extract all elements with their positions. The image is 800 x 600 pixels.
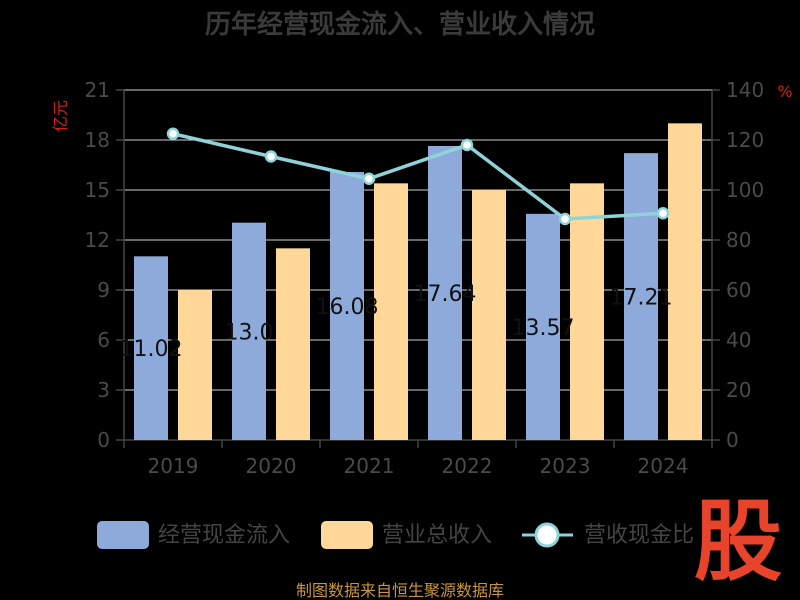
legend: 经营现金流入 营业总收入 营收现金比 [97, 521, 694, 549]
right-tick-label: 80 [726, 228, 751, 252]
x-tick-label: 2022 [442, 454, 493, 478]
bar-cash-inflow [134, 256, 168, 440]
right-tick-label: 140 [726, 78, 764, 102]
x-tick-label: 2021 [344, 454, 395, 478]
right-tick-label: 120 [726, 128, 764, 152]
data-label-cash-inflow: 13.0 [225, 320, 274, 345]
data-labels: 11.02 13.0 16.08 17.64 13.57 17.21 [120, 282, 673, 362]
bar-revenue [668, 123, 702, 440]
chart-title: 历年经营现金流入、营业收入情况 [205, 9, 595, 40]
ratio-line [166, 127, 670, 226]
x-tick-label: 2020 [246, 454, 297, 478]
bar-revenue [472, 190, 506, 440]
bar-cash-inflow [526, 213, 560, 440]
legend-label-ratio: 营收现金比 [584, 523, 694, 548]
right-tick-label: 0 [726, 428, 739, 452]
point-ratio [460, 138, 474, 152]
right-tick-label: 20 [726, 378, 751, 402]
bar-revenue [178, 290, 212, 440]
x-tick-label: 2023 [540, 454, 591, 478]
legend-swatch-revenue [321, 521, 373, 549]
bar-revenue [374, 183, 408, 441]
bar-cash-inflow [232, 222, 266, 440]
data-label-cash-inflow: 11.02 [120, 337, 183, 362]
axes: 0 3 6 9 12 15 18 21 0 20 40 60 80 100 120 140 2019 2020 20… [85, 78, 765, 478]
logo-watermark: 股 [694, 490, 782, 593]
data-label-cash-inflow: 17.64 [414, 282, 477, 307]
bar-cash-inflow [624, 153, 658, 440]
bar-cash-inflow [330, 172, 364, 440]
x-tick-label: 2024 [638, 454, 689, 478]
bar-revenue [570, 183, 604, 441]
data-label-cash-inflow: 13.57 [512, 316, 575, 341]
point-ratio [264, 150, 278, 163]
line-ratio [172, 132, 664, 221]
source-footer: 制图数据来自恒生聚源数据库 [296, 581, 504, 600]
right-tick-label: 40 [726, 328, 751, 352]
left-tick-label: 9 [97, 278, 110, 302]
left-tick-label: 21 [85, 78, 110, 102]
left-tick-label: 12 [85, 228, 110, 252]
legend-label-revenue: 营业总收入 [382, 523, 492, 548]
data-label-cash-inflow: 16.08 [316, 295, 379, 320]
gridlines [124, 89, 712, 391]
right-tick-label: 60 [726, 278, 751, 302]
right-axis-unit: % [777, 82, 792, 101]
x-tick-label: 2019 [148, 454, 199, 478]
left-tick-label: 15 [85, 178, 110, 202]
legend-swatch-cash-inflow [97, 521, 149, 549]
data-label-cash-inflow: 17.21 [610, 286, 673, 311]
point-ratio [558, 212, 572, 226]
left-tick-label: 0 [97, 428, 110, 452]
legend-marker-ratio [534, 522, 560, 548]
left-tick-label: 18 [85, 128, 110, 152]
legend-label-cash-inflow: 经营现金流入 [158, 523, 290, 548]
bar-cash-inflow [428, 146, 462, 440]
right-tick-label: 100 [726, 178, 764, 202]
bars [134, 123, 702, 441]
left-axis-unit: 亿元 [51, 100, 70, 132]
left-tick-label: 6 [97, 328, 110, 352]
bar-revenue [276, 248, 310, 440]
point-ratio [656, 207, 670, 220]
point-ratio [362, 172, 376, 185]
point-ratio [166, 127, 180, 140]
left-tick-label: 3 [97, 378, 110, 402]
